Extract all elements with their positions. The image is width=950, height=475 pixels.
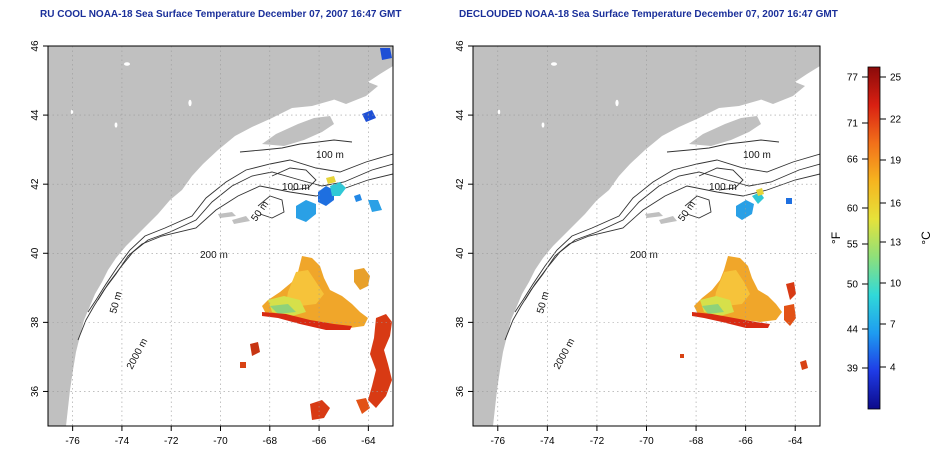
- lon-tick-label: -64: [788, 436, 803, 447]
- lat-tick-label: 40: [30, 247, 41, 259]
- lat-tick-label: 40: [455, 247, 466, 259]
- f-tick-label: 44: [847, 325, 859, 336]
- c-tick-label: 4: [890, 363, 896, 374]
- f-tick-label: 60: [847, 204, 859, 215]
- c-tick-label: 25: [890, 73, 902, 84]
- lat-tick-label: 36: [455, 385, 466, 397]
- c-tick-label: 10: [890, 279, 902, 290]
- latitude-axis: 46 44 42 40 38 36: [455, 40, 473, 397]
- label-100m-b: 100 m: [709, 182, 737, 193]
- land-mass: [48, 46, 393, 426]
- lon-tick-label: -66: [312, 436, 327, 447]
- grid-lines: [48, 46, 393, 426]
- f-tick-label: 71: [847, 119, 859, 130]
- c-tick-label: 19: [890, 156, 902, 167]
- colorbar-gradient: [867, 66, 881, 410]
- lakes: [70, 62, 192, 128]
- lat-tick-label: 42: [455, 178, 466, 190]
- grid-lines: [473, 46, 820, 426]
- label-100m-b: 100 m: [282, 182, 310, 193]
- lat-tick-label: 46: [455, 40, 466, 52]
- lon-tick-label: -74: [115, 436, 130, 447]
- lon-tick-label: -66: [738, 436, 753, 447]
- lat-tick-label: 36: [30, 385, 41, 397]
- label-100m-a: 100 m: [316, 150, 344, 161]
- sst-patches: [680, 188, 808, 370]
- lon-tick-label: -72: [164, 436, 179, 447]
- latitude-axis: 46 44 42 40 38 36: [30, 40, 48, 397]
- longitude-axis: -76 -74 -72 -70 -68 -66 -64: [491, 426, 803, 447]
- lat-tick-label: 38: [30, 316, 41, 328]
- sst-patches: [240, 48, 392, 420]
- celsius-ticks: 25 22 19 16 13 10 7 4: [880, 73, 902, 374]
- lon-tick-label: -70: [213, 436, 228, 447]
- fahrenheit-label: °F: [829, 232, 843, 244]
- c-tick-label: 16: [890, 199, 902, 210]
- lat-tick-label: 42: [30, 178, 41, 190]
- c-tick-label: 13: [890, 238, 902, 249]
- c-tick-label: 22: [890, 115, 902, 126]
- lon-tick-label: -76: [491, 436, 506, 447]
- map-panel-ru-cool: 100 m 100 m 50 m 200 m 50 m 2000 m: [30, 40, 394, 447]
- c-tick-label: 7: [890, 320, 896, 331]
- bathymetry-contours: [504, 139, 820, 341]
- right-panel-title: DECLOUDED NOAA-18 Sea Surface Temperatur…: [459, 9, 838, 20]
- lat-tick-label: 44: [455, 109, 466, 121]
- lat-tick-label: 46: [30, 40, 41, 52]
- lon-tick-label: -72: [590, 436, 605, 447]
- lon-tick-label: -68: [689, 436, 704, 447]
- f-tick-label: 66: [847, 155, 859, 166]
- lon-tick-label: -76: [65, 436, 80, 447]
- f-tick-label: 50: [847, 280, 859, 291]
- label-200m: 200 m: [630, 250, 658, 261]
- lon-tick-label: -74: [540, 436, 555, 447]
- f-tick-label: 77: [847, 73, 859, 84]
- lat-tick-label: 44: [30, 109, 41, 121]
- label-100m-a: 100 m: [743, 150, 771, 161]
- lon-tick-label: -64: [361, 436, 376, 447]
- f-tick-label: 55: [847, 240, 859, 251]
- lon-tick-label: -70: [639, 436, 654, 447]
- lakes: [497, 62, 619, 128]
- celsius-label: °C: [919, 231, 933, 245]
- lat-tick-label: 38: [455, 316, 466, 328]
- map-panel-declouded: 100 m 100 m 50 m 200 m 50 m 2000 m: [455, 40, 821, 447]
- temperature-colorbar: 77 71 66 60 55 50 44 39 25 22 19 16 13 10 7 4 °F °C: [829, 66, 933, 410]
- left-panel-title: RU COOL NOAA-18 Sea Surface Temperature …: [40, 9, 402, 20]
- f-tick-label: 39: [847, 364, 859, 375]
- label-200m: 200 m: [200, 250, 228, 261]
- longitude-axis: -76 -74 -72 -70 -68 -66 -64: [65, 426, 376, 447]
- fahrenheit-ticks: 77 71 66 60 55 50 44 39: [847, 73, 868, 375]
- land-mass: [473, 46, 820, 426]
- lon-tick-label: -68: [263, 436, 278, 447]
